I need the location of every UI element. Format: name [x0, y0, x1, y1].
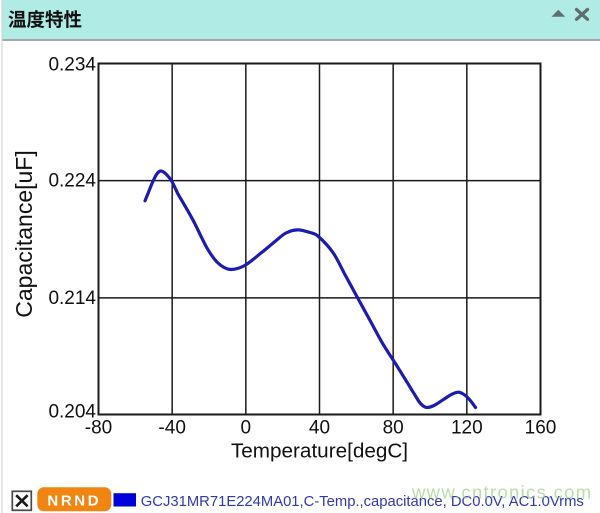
svg-text:0.234: 0.234 — [48, 54, 96, 75]
svg-text:-80: -80 — [85, 418, 112, 439]
svg-text:40: 40 — [309, 418, 330, 439]
svg-text:0.214: 0.214 — [48, 288, 96, 309]
svg-text:NRND: NRND — [47, 493, 101, 510]
svg-text:Capacitance[uF]: Capacitance[uF] — [11, 150, 37, 317]
svg-text:160: 160 — [525, 418, 557, 439]
svg-text:GCJ31MR71E224MA01,C-Temp.,capa: GCJ31MR71E224MA01,C-Temp.,capacitance, D… — [141, 494, 584, 510]
svg-text:Temperature[degC]: Temperature[degC] — [231, 440, 408, 463]
svg-text:120: 120 — [451, 418, 483, 439]
svg-text:www.cntronics.com: www.cntronics.com — [411, 482, 592, 503]
svg-text:0: 0 — [241, 418, 252, 439]
svg-text:0.204: 0.204 — [48, 401, 96, 422]
svg-text:0.224: 0.224 — [48, 171, 96, 192]
svg-text:-40: -40 — [158, 418, 185, 439]
svg-text:80: 80 — [383, 418, 404, 439]
